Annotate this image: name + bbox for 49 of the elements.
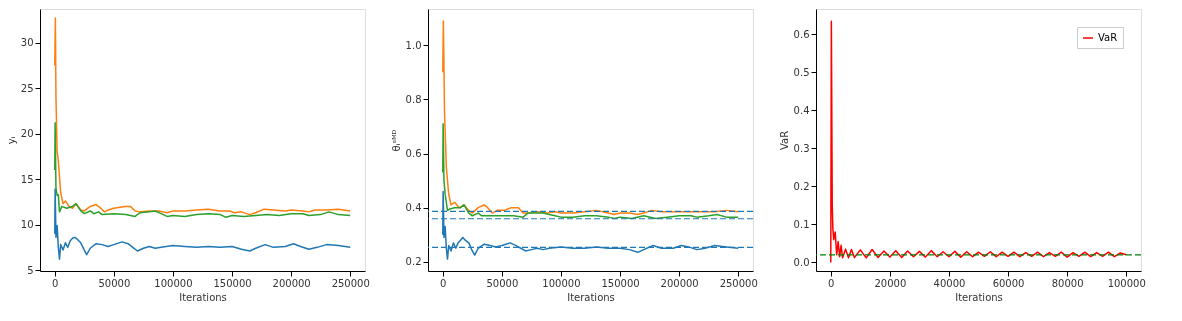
y-axis-title: VaR xyxy=(778,130,790,151)
y-tick-label: 0.3 xyxy=(793,142,810,154)
y-tick-label: 5 xyxy=(27,264,34,276)
y-tick-label: 25 xyxy=(20,82,34,94)
y-tick-label: 20 xyxy=(20,128,34,140)
y-tick-label: 0.6 xyxy=(405,148,422,160)
y-tick-label: 0.5 xyxy=(793,66,810,78)
x-tick-label: 60000 xyxy=(992,277,1025,289)
y-tick-label: 0.0 xyxy=(793,256,810,268)
x-tick-label: 50000 xyxy=(98,277,131,289)
x-tick-label: 0 xyxy=(828,277,835,289)
x-tick-label: 200000 xyxy=(272,277,311,289)
x-tick-label: 100000 xyxy=(542,277,581,289)
x-tick-label: 0 xyxy=(440,277,447,289)
y-tick-label: 0.2 xyxy=(405,256,422,268)
line-series xyxy=(54,121,351,219)
line-series xyxy=(442,123,739,220)
x-axis-title: Iterations xyxy=(179,291,227,303)
line-series xyxy=(54,17,351,216)
x-tick-label: 80000 xyxy=(1051,277,1084,289)
y-tick-label: 0.8 xyxy=(405,93,422,105)
y-axis-title: θᵢˢᴹᴰ xyxy=(390,129,402,152)
line-series xyxy=(830,20,1127,264)
y-tick-label: 30 xyxy=(20,37,34,49)
y-tick-label: 0.4 xyxy=(793,104,810,116)
x-tick-label: 200000 xyxy=(660,277,699,289)
y-tick-label: 0.6 xyxy=(793,28,810,40)
y-tick-label: 15 xyxy=(20,173,34,185)
x-tick-label: 100000 xyxy=(1107,277,1146,289)
x-tick-label: 0 xyxy=(52,277,59,289)
x-tick-label: 40000 xyxy=(933,277,966,289)
y-tick-label: 0.1 xyxy=(793,218,810,230)
y-tick-label: 1.0 xyxy=(405,39,422,51)
x-tick-label: 250000 xyxy=(331,277,370,289)
legend-label: VaR xyxy=(1098,32,1118,43)
line-series xyxy=(54,188,351,260)
x-tick-label: 250000 xyxy=(719,277,758,289)
y-tick-label: 0.4 xyxy=(405,202,422,214)
x-tick-label: 100000 xyxy=(154,277,193,289)
x-tick-label: 20000 xyxy=(874,277,907,289)
x-axis-title: Iterations xyxy=(955,291,1003,303)
x-tick-label: 150000 xyxy=(601,277,640,289)
x-tick-label: 150000 xyxy=(213,277,252,289)
x-tick-label: 50000 xyxy=(486,277,519,289)
x-axis-title: Iterations xyxy=(567,291,615,303)
y-tick-label: 10 xyxy=(20,219,34,231)
line-series xyxy=(442,20,739,216)
y-tick-label: 0.2 xyxy=(793,180,810,192)
y-axis-title: yᵢ xyxy=(5,136,17,145)
